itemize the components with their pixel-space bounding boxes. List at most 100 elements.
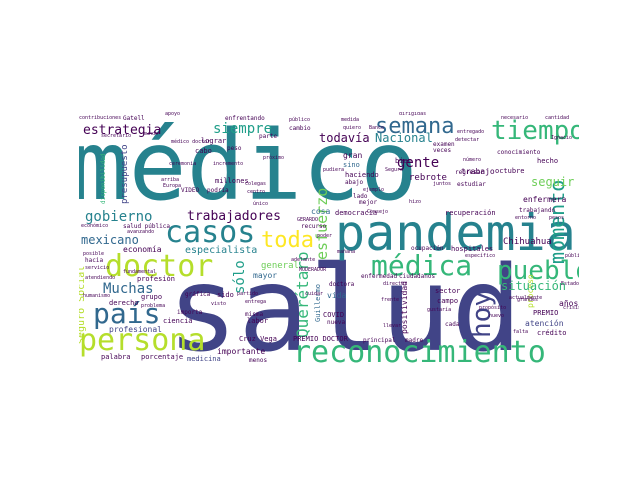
- word-enfrentando: enfrentando: [225, 115, 265, 122]
- word-estados: Estados: [561, 281, 579, 287]
- word-persona: persona: [79, 323, 206, 358]
- word-ceremonia: ceremonia: [169, 161, 197, 167]
- word-regresar: regresar: [455, 169, 484, 176]
- word-medida: medida: [341, 117, 360, 123]
- word-cuidar: cuidar: [305, 291, 324, 297]
- word-recurso: recurso: [301, 223, 327, 230]
- word-ciudadanos: ciudadanos: [399, 273, 436, 280]
- word-secretario: secretario: [101, 133, 132, 139]
- word-democracia: democracia: [335, 209, 378, 217]
- word-entrega: entrega: [245, 299, 267, 305]
- word-menos: menos: [249, 357, 268, 364]
- word-abajo: abajo: [345, 179, 364, 186]
- word-nacional: Nacional: [375, 131, 433, 145]
- word-estrategia: estrategia: [83, 123, 162, 138]
- word-necesario: necesario: [501, 115, 529, 121]
- word-gobierno: gobierno: [85, 209, 153, 225]
- word-adelante: adelante: [291, 257, 316, 263]
- word-grandes: grandes: [517, 297, 539, 303]
- word-doctor: doctor: [105, 249, 214, 284]
- word-pueblo: pueblo: [497, 256, 579, 286]
- word-posible: posible: [83, 251, 105, 257]
- word-porcentaje: porcentaje: [141, 353, 184, 361]
- word-disponibilidad: disponibilidad: [100, 153, 107, 204]
- word-campo: campo: [437, 297, 459, 305]
- word-numero: número: [463, 157, 482, 163]
- word-doctora: doctora: [329, 281, 355, 288]
- word-incremento: incremento: [213, 161, 244, 167]
- word-chihuahua: Chihuahua: [503, 237, 552, 247]
- word-vida: vida: [327, 291, 347, 300]
- word-hizo: hizo: [409, 199, 422, 205]
- word-grafica: gráfica: [185, 291, 211, 298]
- word-humanismo: humanismo: [83, 293, 111, 299]
- word-toda: toda: [261, 228, 314, 253]
- word-lograr: lograr: [201, 137, 227, 145]
- word-misma: misma: [245, 311, 264, 318]
- word-detectar: detectar: [455, 137, 480, 143]
- word-positividad: positividad: [400, 281, 409, 334]
- word-moderador: MODERADOR: [299, 267, 327, 273]
- word-seguro: Seguro: [385, 167, 404, 173]
- word-cada: cada: [445, 321, 460, 328]
- word-credito: crédito: [537, 329, 567, 337]
- word-cruz-vega: Cruz Vega: [239, 335, 277, 343]
- word-cantidad: cantidad: [545, 115, 570, 121]
- word-octubre: octubre: [495, 167, 525, 175]
- word-economico: económico: [81, 223, 109, 229]
- word-premio: PREMIO: [533, 309, 559, 317]
- word-trabajo: trabajo: [461, 167, 495, 176]
- word-salud-publica: salud pública: [123, 223, 170, 230]
- word-servicio: servicio: [85, 265, 110, 271]
- word-hacia: hacia: [85, 257, 104, 264]
- word-dirigidas: dirigidas: [399, 112, 427, 117]
- word-presupuesto: presupuesto: [120, 144, 130, 204]
- word-seguir: seguir: [531, 175, 575, 189]
- word-sector: sector: [435, 287, 461, 295]
- word-juntos: juntos: [433, 181, 452, 187]
- word-reconocimiento: reconocimiento: [293, 335, 546, 368]
- word-falta: falta: [513, 329, 529, 335]
- word-hecho: hecho: [537, 157, 559, 165]
- word-cloud: médico salud pandemia reconocimiento per…: [79, 112, 579, 368]
- word-todavia: todavía: [319, 131, 370, 145]
- word-partido: partido: [237, 291, 259, 297]
- word-parte: parte: [259, 133, 278, 140]
- word-publica: pública: [565, 253, 579, 259]
- word-fundamental: fundamental: [123, 269, 157, 275]
- word-consejo: Consejo: [367, 209, 389, 215]
- word-entregado: entregado: [457, 129, 485, 135]
- word-covid: COVID: [323, 311, 345, 319]
- word-proposito: propósito: [479, 305, 507, 311]
- word-tiempo: tiempo: [491, 116, 579, 146]
- word-pudiera: pudiera: [323, 167, 345, 173]
- word-importante: importante: [217, 347, 266, 356]
- word-especifico: específico: [465, 253, 496, 259]
- word-especialista: especialista: [185, 245, 258, 256]
- word-sino: sino: [343, 161, 360, 169]
- word-gustaria: gustaría: [427, 307, 452, 313]
- word-palabra: palabra: [101, 353, 131, 361]
- word-profesion: profesión: [137, 275, 175, 283]
- word-nueva: nueva: [327, 319, 346, 326]
- word-pais: país: [93, 297, 161, 330]
- word-cosa: cosa: [311, 207, 331, 216]
- word-veces: veces: [433, 147, 452, 154]
- word-madre: madre: [405, 337, 424, 344]
- word-banco: Banco: [369, 125, 385, 131]
- word-medico: médico: [79, 112, 418, 222]
- word-enfermera: enfermera: [523, 195, 567, 204]
- word-colegas: colegas: [245, 181, 267, 187]
- word-medico-doctor: médico doctor: [171, 139, 211, 145]
- word-semana: semana: [375, 114, 455, 139]
- word-ciencia: ciencia: [163, 317, 193, 325]
- word-labor: labor: [247, 317, 269, 325]
- word-recuperacion: recuperación: [445, 209, 496, 217]
- word-conocimiento: conocimiento: [497, 149, 541, 156]
- word-gran: gran: [343, 151, 363, 160]
- word-casos: casos: [165, 215, 256, 250]
- word-pesos: pesos: [549, 215, 565, 221]
- word-premio-doctor: PREMIO DOCTOR: [293, 335, 348, 343]
- word-economia: economía: [123, 245, 162, 254]
- word-trabajadores: trabajadores: [187, 209, 281, 224]
